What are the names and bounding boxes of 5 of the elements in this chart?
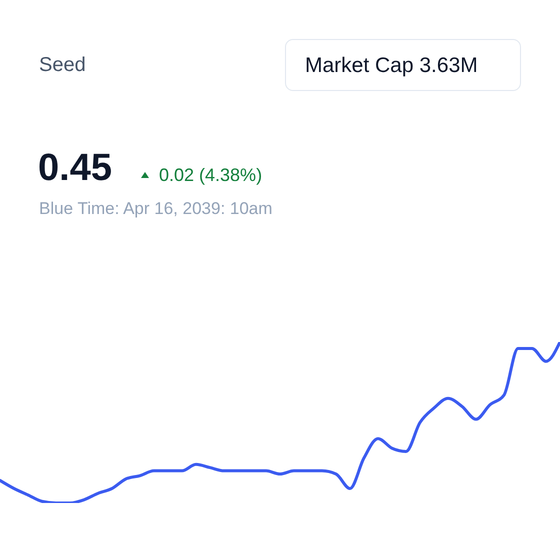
text: Market Cap 3.63M xyxy=(305,54,478,78)
chart-subtitle: Seed xyxy=(39,54,86,77)
text: Blue Time: Apr 16, 2039: 10am xyxy=(39,199,272,219)
text: 0.45 xyxy=(38,147,112,190)
text: 0.02 (4.38%) xyxy=(159,165,262,186)
